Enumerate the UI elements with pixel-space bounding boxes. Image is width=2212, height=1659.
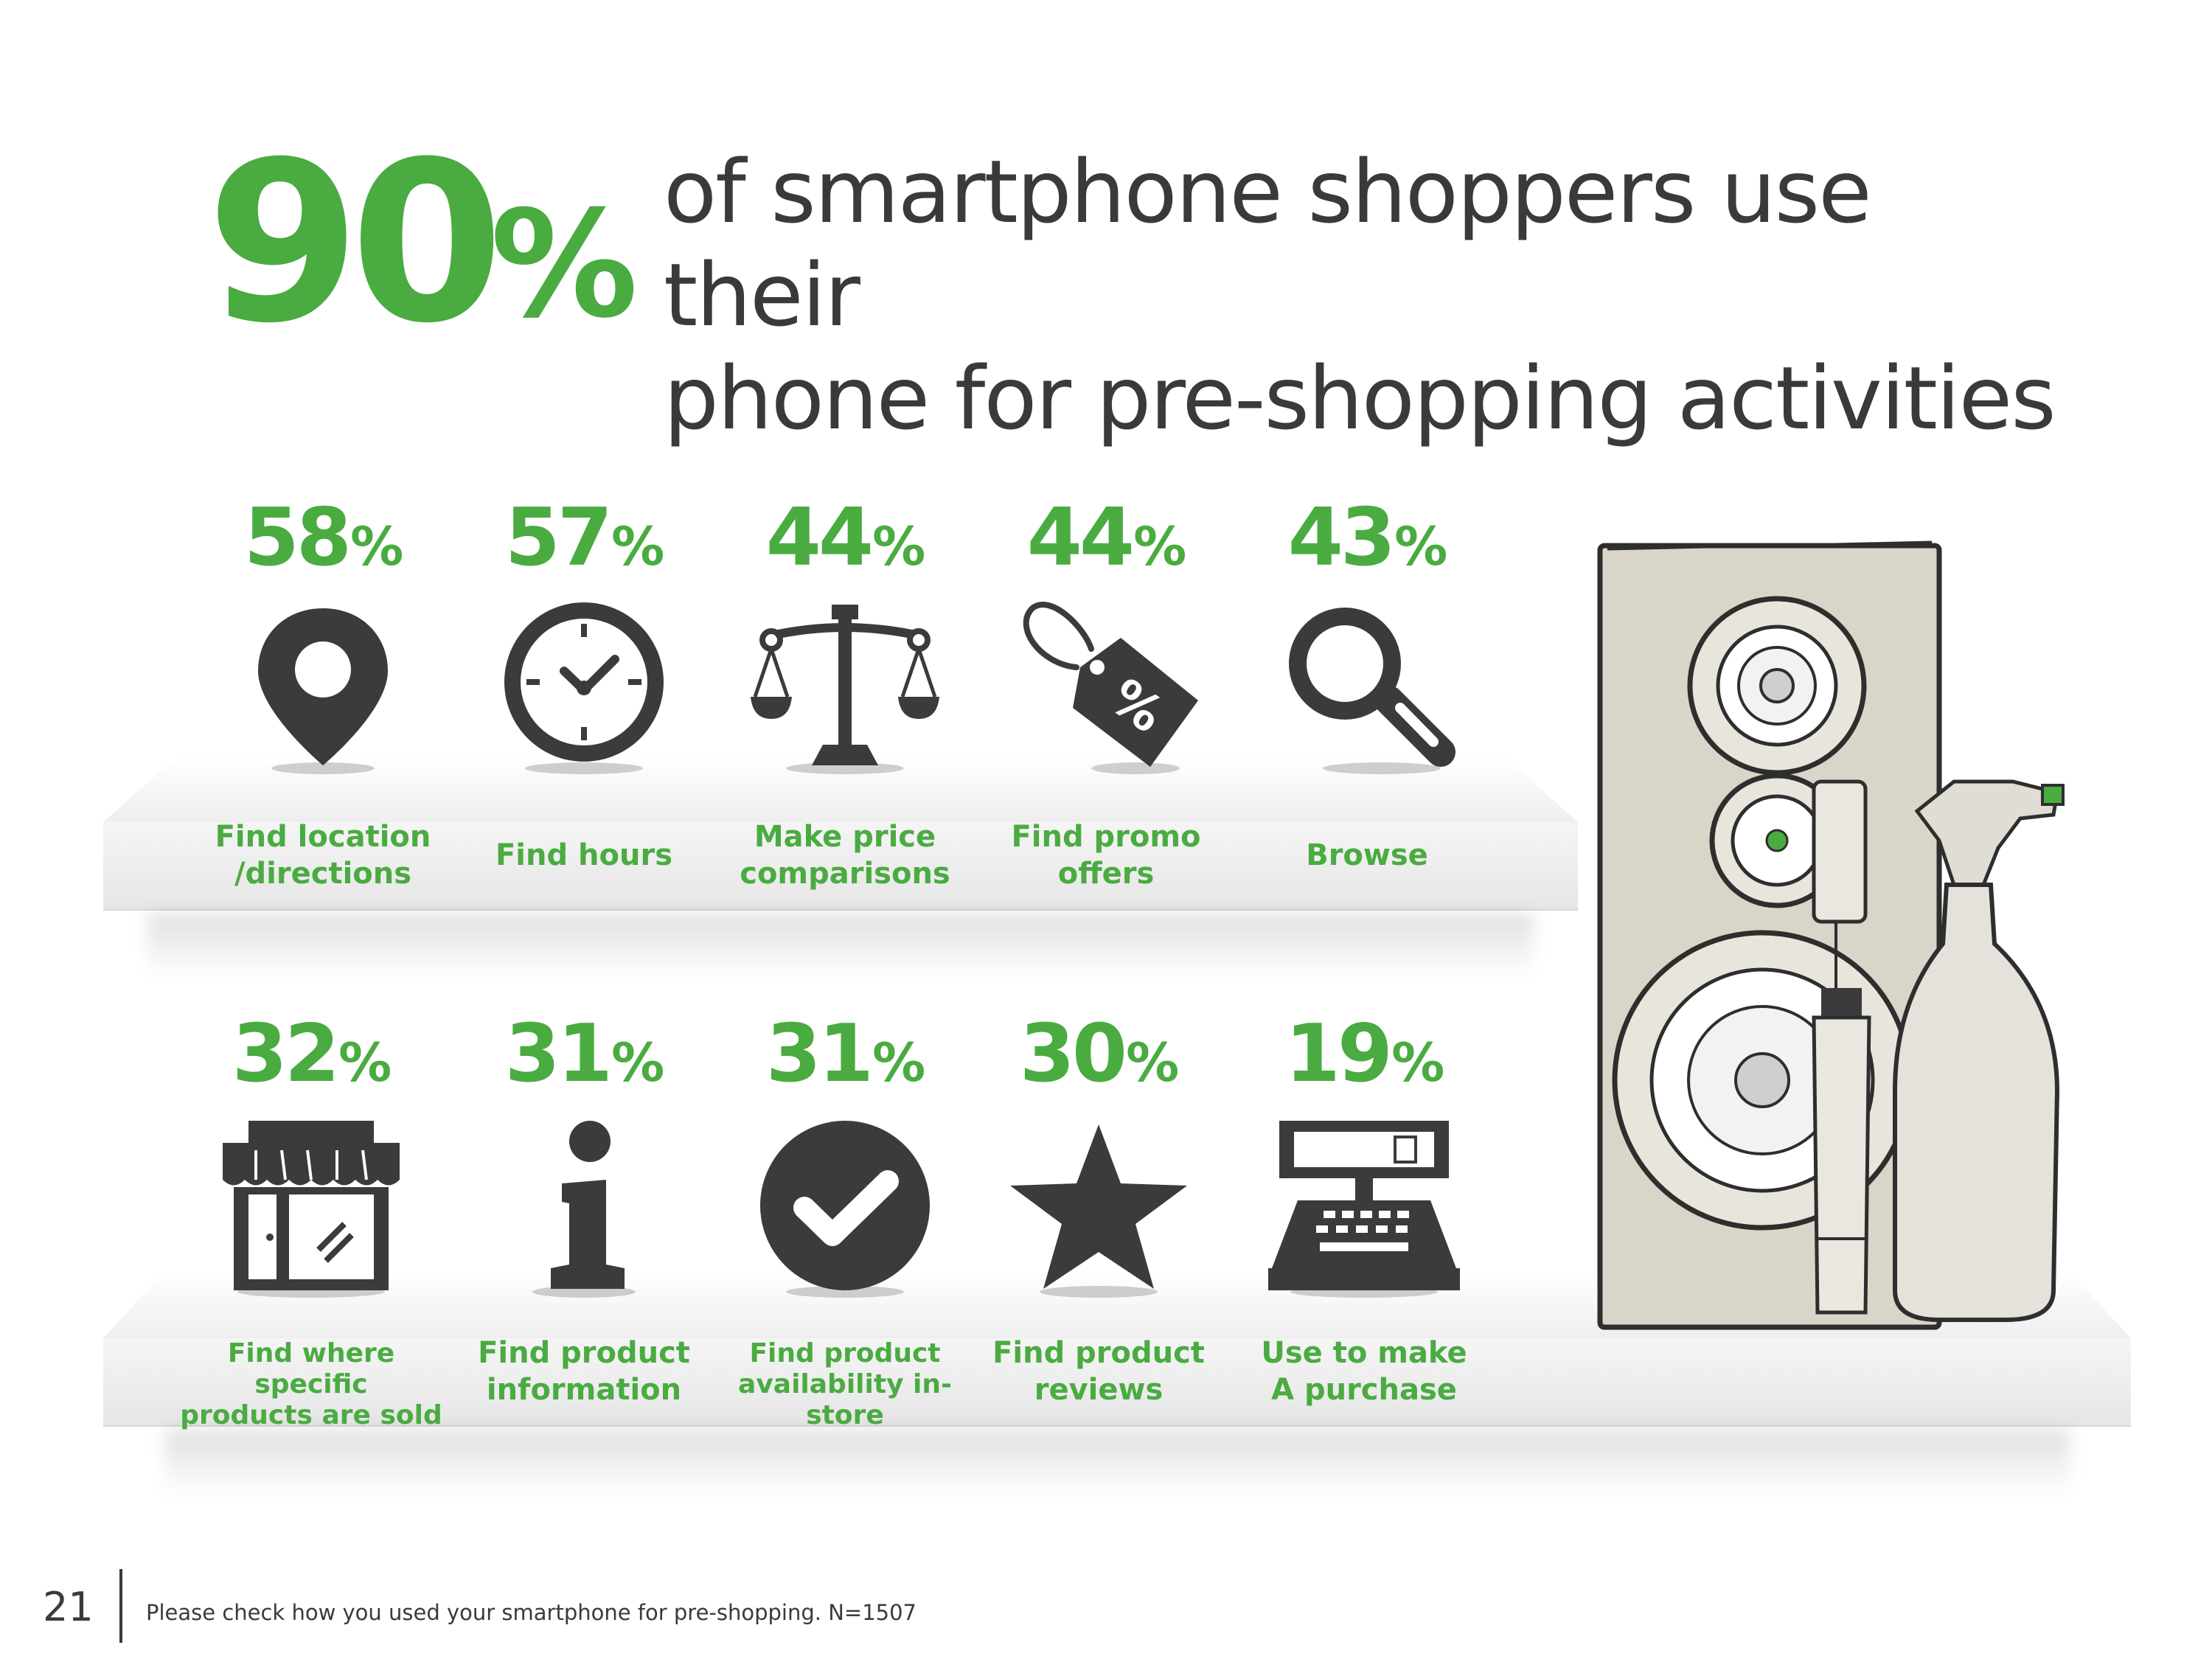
stat-label-line-1: Browse — [1306, 838, 1428, 872]
stat-value: 32 — [232, 1008, 340, 1100]
tube-illustration — [1812, 779, 1871, 1315]
stat-value-row: 31% — [459, 1010, 709, 1099]
stat-label-line-1: Find location — [215, 820, 431, 854]
stat-label-line-1: Find hours — [495, 838, 673, 872]
page-number: 21 — [43, 1584, 94, 1630]
stat-value: 30 — [1019, 1008, 1127, 1100]
stat-value: 44 — [1026, 492, 1135, 584]
headline-line-2: phone for pre-shopping activities — [664, 347, 2056, 449]
stat-label-line-1: Use to make — [1261, 1336, 1467, 1370]
stat-label: Find product reviews — [959, 1335, 1239, 1408]
headline-value: 90 — [206, 114, 504, 372]
stat-label: Make price comparisons — [705, 818, 985, 892]
stat-unit: % — [872, 515, 925, 577]
stat-value-row: 31% — [720, 1010, 970, 1099]
stat-unit: % — [1133, 515, 1186, 577]
stat-unit: % — [872, 1032, 925, 1093]
stat-label: Find product information — [444, 1335, 724, 1408]
headline-line-1: of smartphone shoppers use their — [664, 141, 1872, 346]
info-icon — [532, 1121, 636, 1298]
stat-value-row: 30% — [973, 1010, 1224, 1099]
stat-value: 44 — [765, 492, 874, 584]
stat-unit: % — [1126, 1032, 1179, 1093]
cash-register-icon — [1268, 1121, 1460, 1298]
stat-label-line-2: comparisons — [740, 857, 950, 891]
magnifier-icon — [1289, 608, 1455, 774]
shelf-top-surface — [103, 756, 1578, 822]
stat-price-comparisons: 44% Make price comparisons — [720, 494, 970, 907]
stat-value-row: 43% — [1242, 494, 1492, 582]
stat-label-line-1: Find product — [992, 1336, 1205, 1370]
price-tag-icon: % — [1023, 602, 1198, 774]
stat-where-sold: 32% Find where specific products are sol… — [180, 1010, 442, 1431]
stat-label: Find hours — [444, 837, 724, 874]
stat-availability-in-store: 31% Find product availability in-store — [720, 1010, 970, 1431]
footnote: Please check how you used your smartphon… — [146, 1600, 917, 1625]
stat-label-line-2: availability in-store — [738, 1369, 952, 1430]
stat-value-row: 44% — [720, 494, 970, 582]
footer-divider — [119, 1569, 122, 1643]
stat-value-row: 57% — [459, 494, 709, 582]
shelf-top-row — [103, 756, 1578, 980]
star-icon — [1010, 1124, 1187, 1298]
stat-value-row: 19% — [1239, 1010, 1489, 1099]
stat-label-line-2: A purchase — [1271, 1373, 1457, 1407]
clock-icon — [504, 602, 664, 774]
spray-bottle-illustration — [1893, 779, 2065, 1322]
speaker-and-spray-bottle-illustration — [1597, 540, 2065, 1330]
stat-browse: 43% Browse — [1242, 494, 1492, 907]
stat-label-line-1: Find product — [478, 1336, 690, 1370]
stat-unit: % — [1394, 515, 1447, 577]
stat-unit: % — [338, 1032, 392, 1093]
map-pin-icon — [258, 608, 388, 774]
stat-value-row: 32% — [186, 1010, 437, 1099]
stat-label-line-2: information — [486, 1373, 682, 1407]
shelf-bottom-row — [103, 1272, 2131, 1496]
stat-value: 19 — [1284, 1008, 1393, 1100]
stat-label-line-2: reviews — [1034, 1373, 1164, 1407]
headline-text: of smartphone shoppers use their phone f… — [664, 140, 2065, 450]
stat-find-location: 58% Find location /directions — [198, 494, 448, 907]
headline-unit: % — [490, 179, 639, 351]
stat-label-line-1: Find promo — [1011, 820, 1201, 854]
stat-value-row: 58% — [198, 494, 448, 582]
shelf-shadow — [164, 1430, 2070, 1496]
stat-value: 43 — [1287, 492, 1396, 584]
stat-value-row: 44% — [981, 494, 1231, 582]
stat-unit: % — [1391, 1032, 1444, 1093]
stat-value: 57 — [504, 492, 613, 584]
stat-label: Use to make A purchase — [1224, 1335, 1504, 1408]
scale-icon — [751, 605, 939, 774]
stat-value: 58 — [243, 492, 352, 584]
store-icon — [223, 1121, 400, 1298]
stat-label: Find promo offers — [966, 818, 1246, 892]
stat-unit: % — [350, 515, 403, 577]
stat-product-information: 31% Find product information — [459, 1010, 709, 1423]
stat-label-line-2: /directions — [234, 857, 412, 891]
stat-label-line-1: Find where specific — [227, 1338, 395, 1399]
stat-make-purchase: 19% Use to make A purchase — [1239, 1010, 1489, 1423]
stat-label-line-1: Make price — [754, 820, 936, 854]
stat-label-line-2: products are sold — [180, 1400, 442, 1430]
speaker-illustration — [1597, 540, 1942, 1330]
stat-label: Browse — [1227, 837, 1507, 874]
stat-unit: % — [611, 1032, 664, 1093]
stat-label: Find where specific products are sold — [171, 1338, 451, 1431]
checkmark-icon — [760, 1121, 930, 1298]
stat-product-reviews: 30% Find product reviews — [973, 1010, 1224, 1423]
stat-label-line-1: Find product — [749, 1338, 941, 1368]
shelf-front-face — [103, 1338, 2131, 1427]
headline: 90 % of smartphone shoppers use their ph… — [206, 133, 2056, 450]
stat-label-line-2: offers — [1057, 857, 1155, 891]
stat-label: Find product availability in-store — [705, 1338, 985, 1431]
stat-promo-offers: 44% % Find promo offers — [981, 494, 1231, 907]
stat-value: 31 — [504, 1008, 613, 1100]
stat-value: 31 — [765, 1008, 874, 1100]
stat-find-hours: 57% Find hours — [459, 494, 709, 907]
shelf-shadow — [147, 914, 1534, 980]
stat-label: Find location /directions — [183, 818, 463, 892]
stat-unit: % — [611, 515, 664, 577]
shelf-front-face — [103, 822, 1578, 911]
